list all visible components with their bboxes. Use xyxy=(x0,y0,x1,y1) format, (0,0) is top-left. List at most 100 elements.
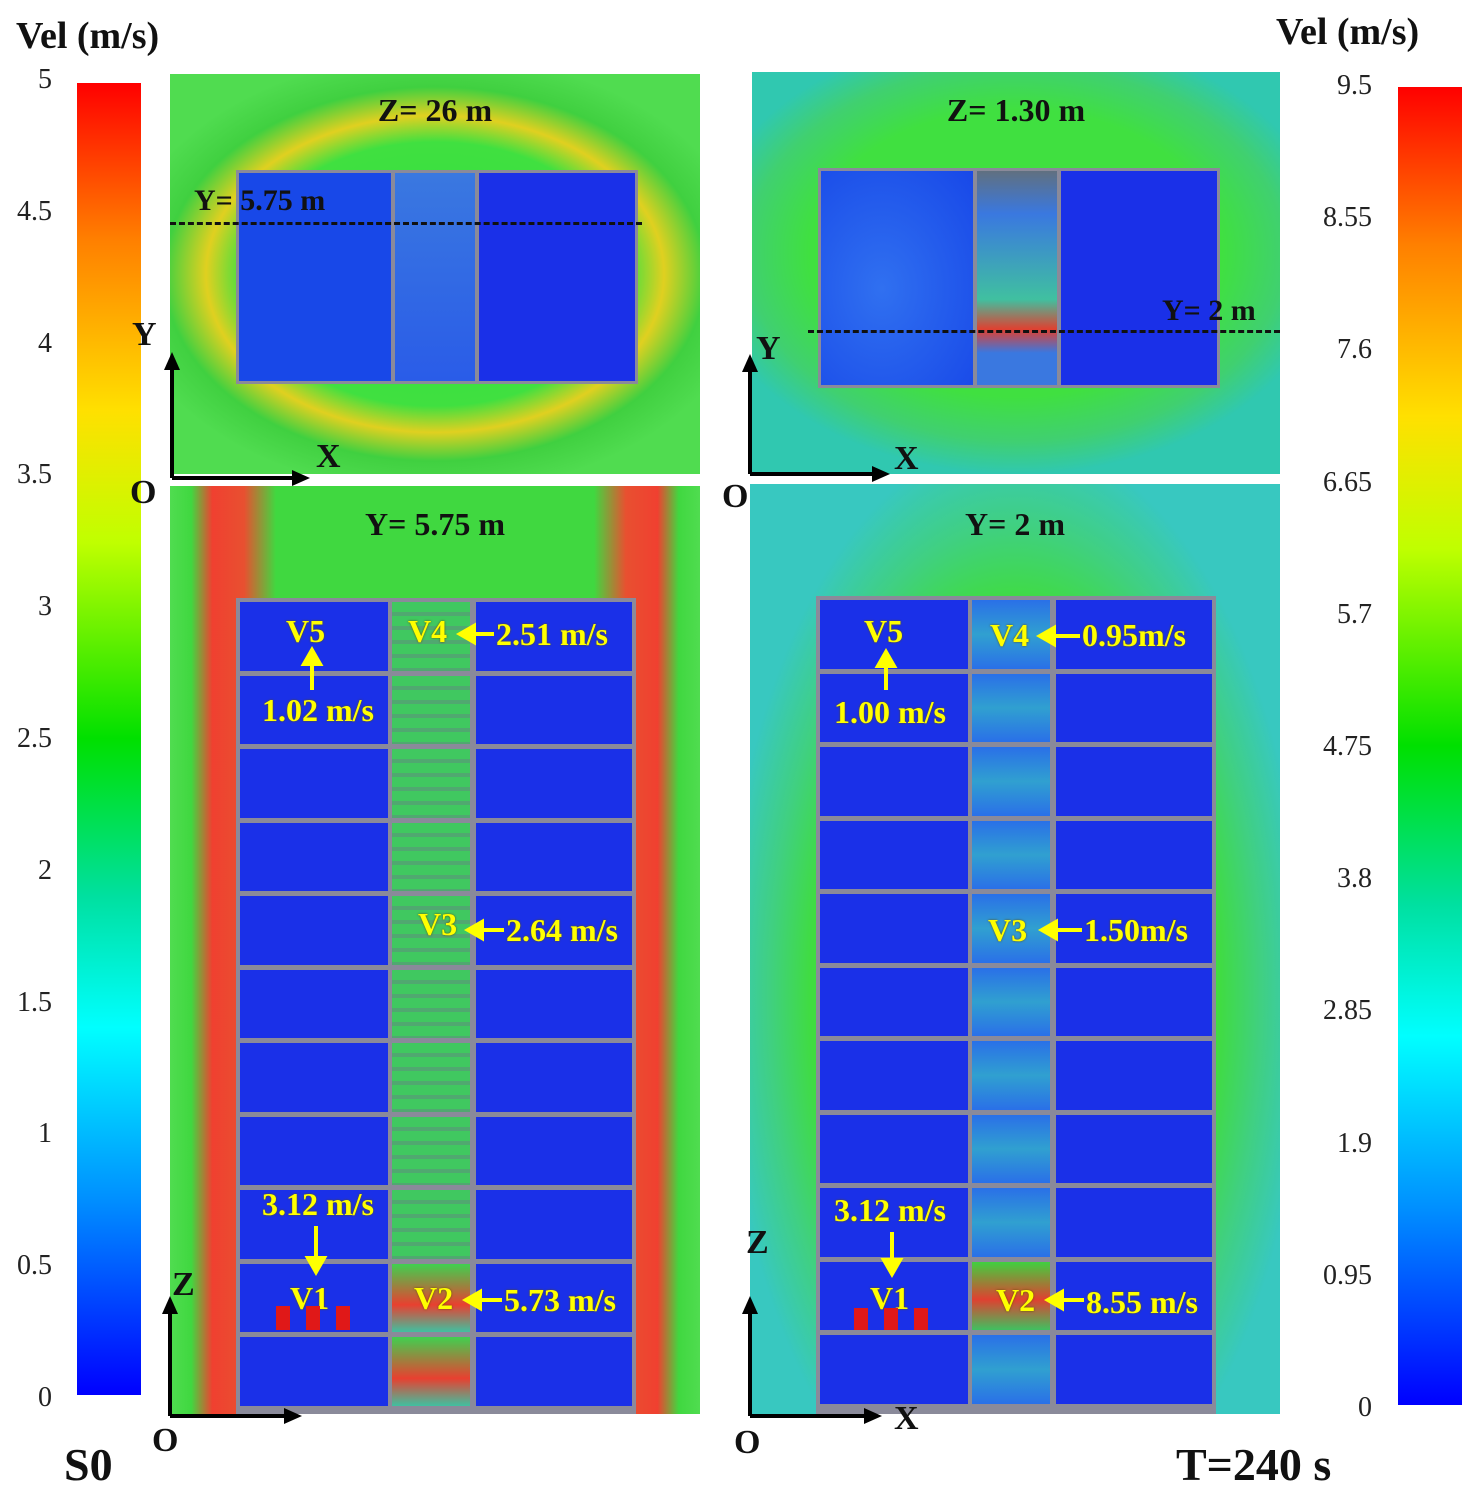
left-scale-tick: 2 xyxy=(38,854,52,886)
panel-title: Y= 5.75 m xyxy=(365,506,505,542)
stair-cell xyxy=(972,967,1050,1036)
label-v4: V4 xyxy=(990,617,1030,653)
fire-source-right xyxy=(854,1308,928,1330)
value-v5: 1.00 m/s xyxy=(834,694,946,730)
stair-cell xyxy=(972,1261,1050,1330)
right-scale-title: Vel (m/s) xyxy=(1276,11,1420,53)
label-v2: V2 xyxy=(996,1282,1036,1318)
room-cell xyxy=(476,1190,632,1259)
panel-bottom-right: Y= 2 m xyxy=(750,484,1280,1414)
label-v3: V3 xyxy=(418,906,458,942)
room-cell xyxy=(820,1335,968,1404)
cut-label: Y= 5.75 m xyxy=(194,184,326,217)
stair-cell xyxy=(392,1263,470,1332)
room-cell xyxy=(240,969,388,1038)
origin-label: O xyxy=(152,1422,179,1459)
right-scale-tick: 8.55 xyxy=(1323,202,1372,234)
room-cell xyxy=(240,822,388,891)
label-v4: V4 xyxy=(408,613,448,649)
stair-cell xyxy=(392,896,470,965)
room-cell xyxy=(820,820,968,889)
stair-cell xyxy=(972,1188,1050,1257)
panel-bottom-left: Y= 5.75 m xyxy=(170,486,700,1414)
room-cell xyxy=(1056,600,1212,669)
value-v4: 0.95m/s xyxy=(1082,617,1186,653)
room-cell xyxy=(1056,967,1212,1036)
stair-cell xyxy=(972,820,1050,889)
stair-cell xyxy=(972,1114,1050,1183)
axes-bottom-right xyxy=(742,1296,882,1424)
stair-cell xyxy=(392,602,470,671)
room-cell xyxy=(1056,673,1212,742)
value-v3: 1.50m/s xyxy=(1084,912,1188,948)
right-scale-tick: 1.9 xyxy=(1337,1127,1372,1159)
room-cell xyxy=(820,1041,968,1110)
value-v1: 3.12 m/s xyxy=(262,1186,374,1222)
left-scale-tick: 3.5 xyxy=(17,459,52,491)
panel-top-left: Z= 26 m Y= 5.75 m xyxy=(170,74,700,474)
room-cell xyxy=(476,749,632,818)
stair-cell xyxy=(972,894,1050,963)
value-v3: 2.64 m/s xyxy=(506,912,618,948)
room-cell xyxy=(240,749,388,818)
axes-top-left xyxy=(164,352,310,486)
room-cell xyxy=(476,969,632,1038)
room-cell xyxy=(476,1263,632,1332)
panel-title: Z= 1.30 m xyxy=(946,92,1086,128)
origin-label: O xyxy=(734,1424,761,1461)
stair-cell xyxy=(392,1190,470,1259)
right-scale-tick: 0.95 xyxy=(1323,1259,1372,1291)
room-cell xyxy=(1056,1114,1212,1183)
stair-cell xyxy=(392,1043,470,1112)
room-cell xyxy=(1056,1188,1212,1257)
stair-cell xyxy=(392,675,470,744)
plan-room-right xyxy=(1058,168,1220,388)
right-scale-tick: 0 xyxy=(1358,1392,1372,1423)
stair-cell xyxy=(972,747,1050,816)
right-scale-tick: 3.8 xyxy=(1337,863,1372,895)
axes-bottom-left xyxy=(162,1296,302,1424)
label-v5: V5 xyxy=(286,613,326,649)
axis-label-x: X xyxy=(894,440,919,477)
left-scale-tick: 5 xyxy=(38,64,52,95)
stair-cell xyxy=(392,1337,470,1406)
room-cell xyxy=(820,1114,968,1183)
room-cell xyxy=(1056,747,1212,816)
stair-cell xyxy=(972,673,1050,742)
panel-title: Z= 26 m xyxy=(377,92,493,128)
panel-top-right: Z= 1.30 m Y= 2 m xyxy=(752,72,1280,474)
plan-stair xyxy=(974,168,1060,388)
axes-top-right xyxy=(742,354,890,482)
right-scale-tick: 4.75 xyxy=(1323,731,1372,762)
value-v5: 1.02 m/s xyxy=(262,692,374,728)
room-cell xyxy=(476,1043,632,1112)
axis-label-x: X xyxy=(316,438,341,475)
value-v2: 8.55 m/s xyxy=(1086,1284,1198,1320)
scenario-label: S0 xyxy=(64,1439,113,1490)
stair-cell xyxy=(392,969,470,1038)
plan-room-left xyxy=(236,170,394,384)
stair-cell xyxy=(392,1116,470,1185)
value-v1: 3.12 m/s xyxy=(834,1192,946,1228)
left-scale-tick: 3 xyxy=(38,591,52,623)
value-v2: 5.73 m/s xyxy=(504,1282,616,1318)
left-scale-title: Vel (m/s) xyxy=(16,15,160,57)
room-cell xyxy=(820,673,968,742)
room-cell xyxy=(476,602,632,671)
room-cell xyxy=(476,822,632,891)
room-cell xyxy=(820,967,968,1036)
label-v2: V2 xyxy=(414,1280,454,1316)
room-cell xyxy=(240,1116,388,1185)
plan-room-right xyxy=(476,170,638,384)
room-cell xyxy=(1056,1335,1212,1404)
room-cell xyxy=(1056,820,1212,889)
room-cell xyxy=(1056,1041,1212,1110)
panel-title: Y= 2 m xyxy=(965,506,1065,542)
room-cell xyxy=(1056,1261,1212,1330)
value-v4: 2.51 m/s xyxy=(496,616,608,652)
right-scale-tick: 7.6 xyxy=(1337,334,1372,366)
cut-label: Y= 2 m xyxy=(1162,294,1256,327)
left-colorbar xyxy=(77,83,141,1395)
